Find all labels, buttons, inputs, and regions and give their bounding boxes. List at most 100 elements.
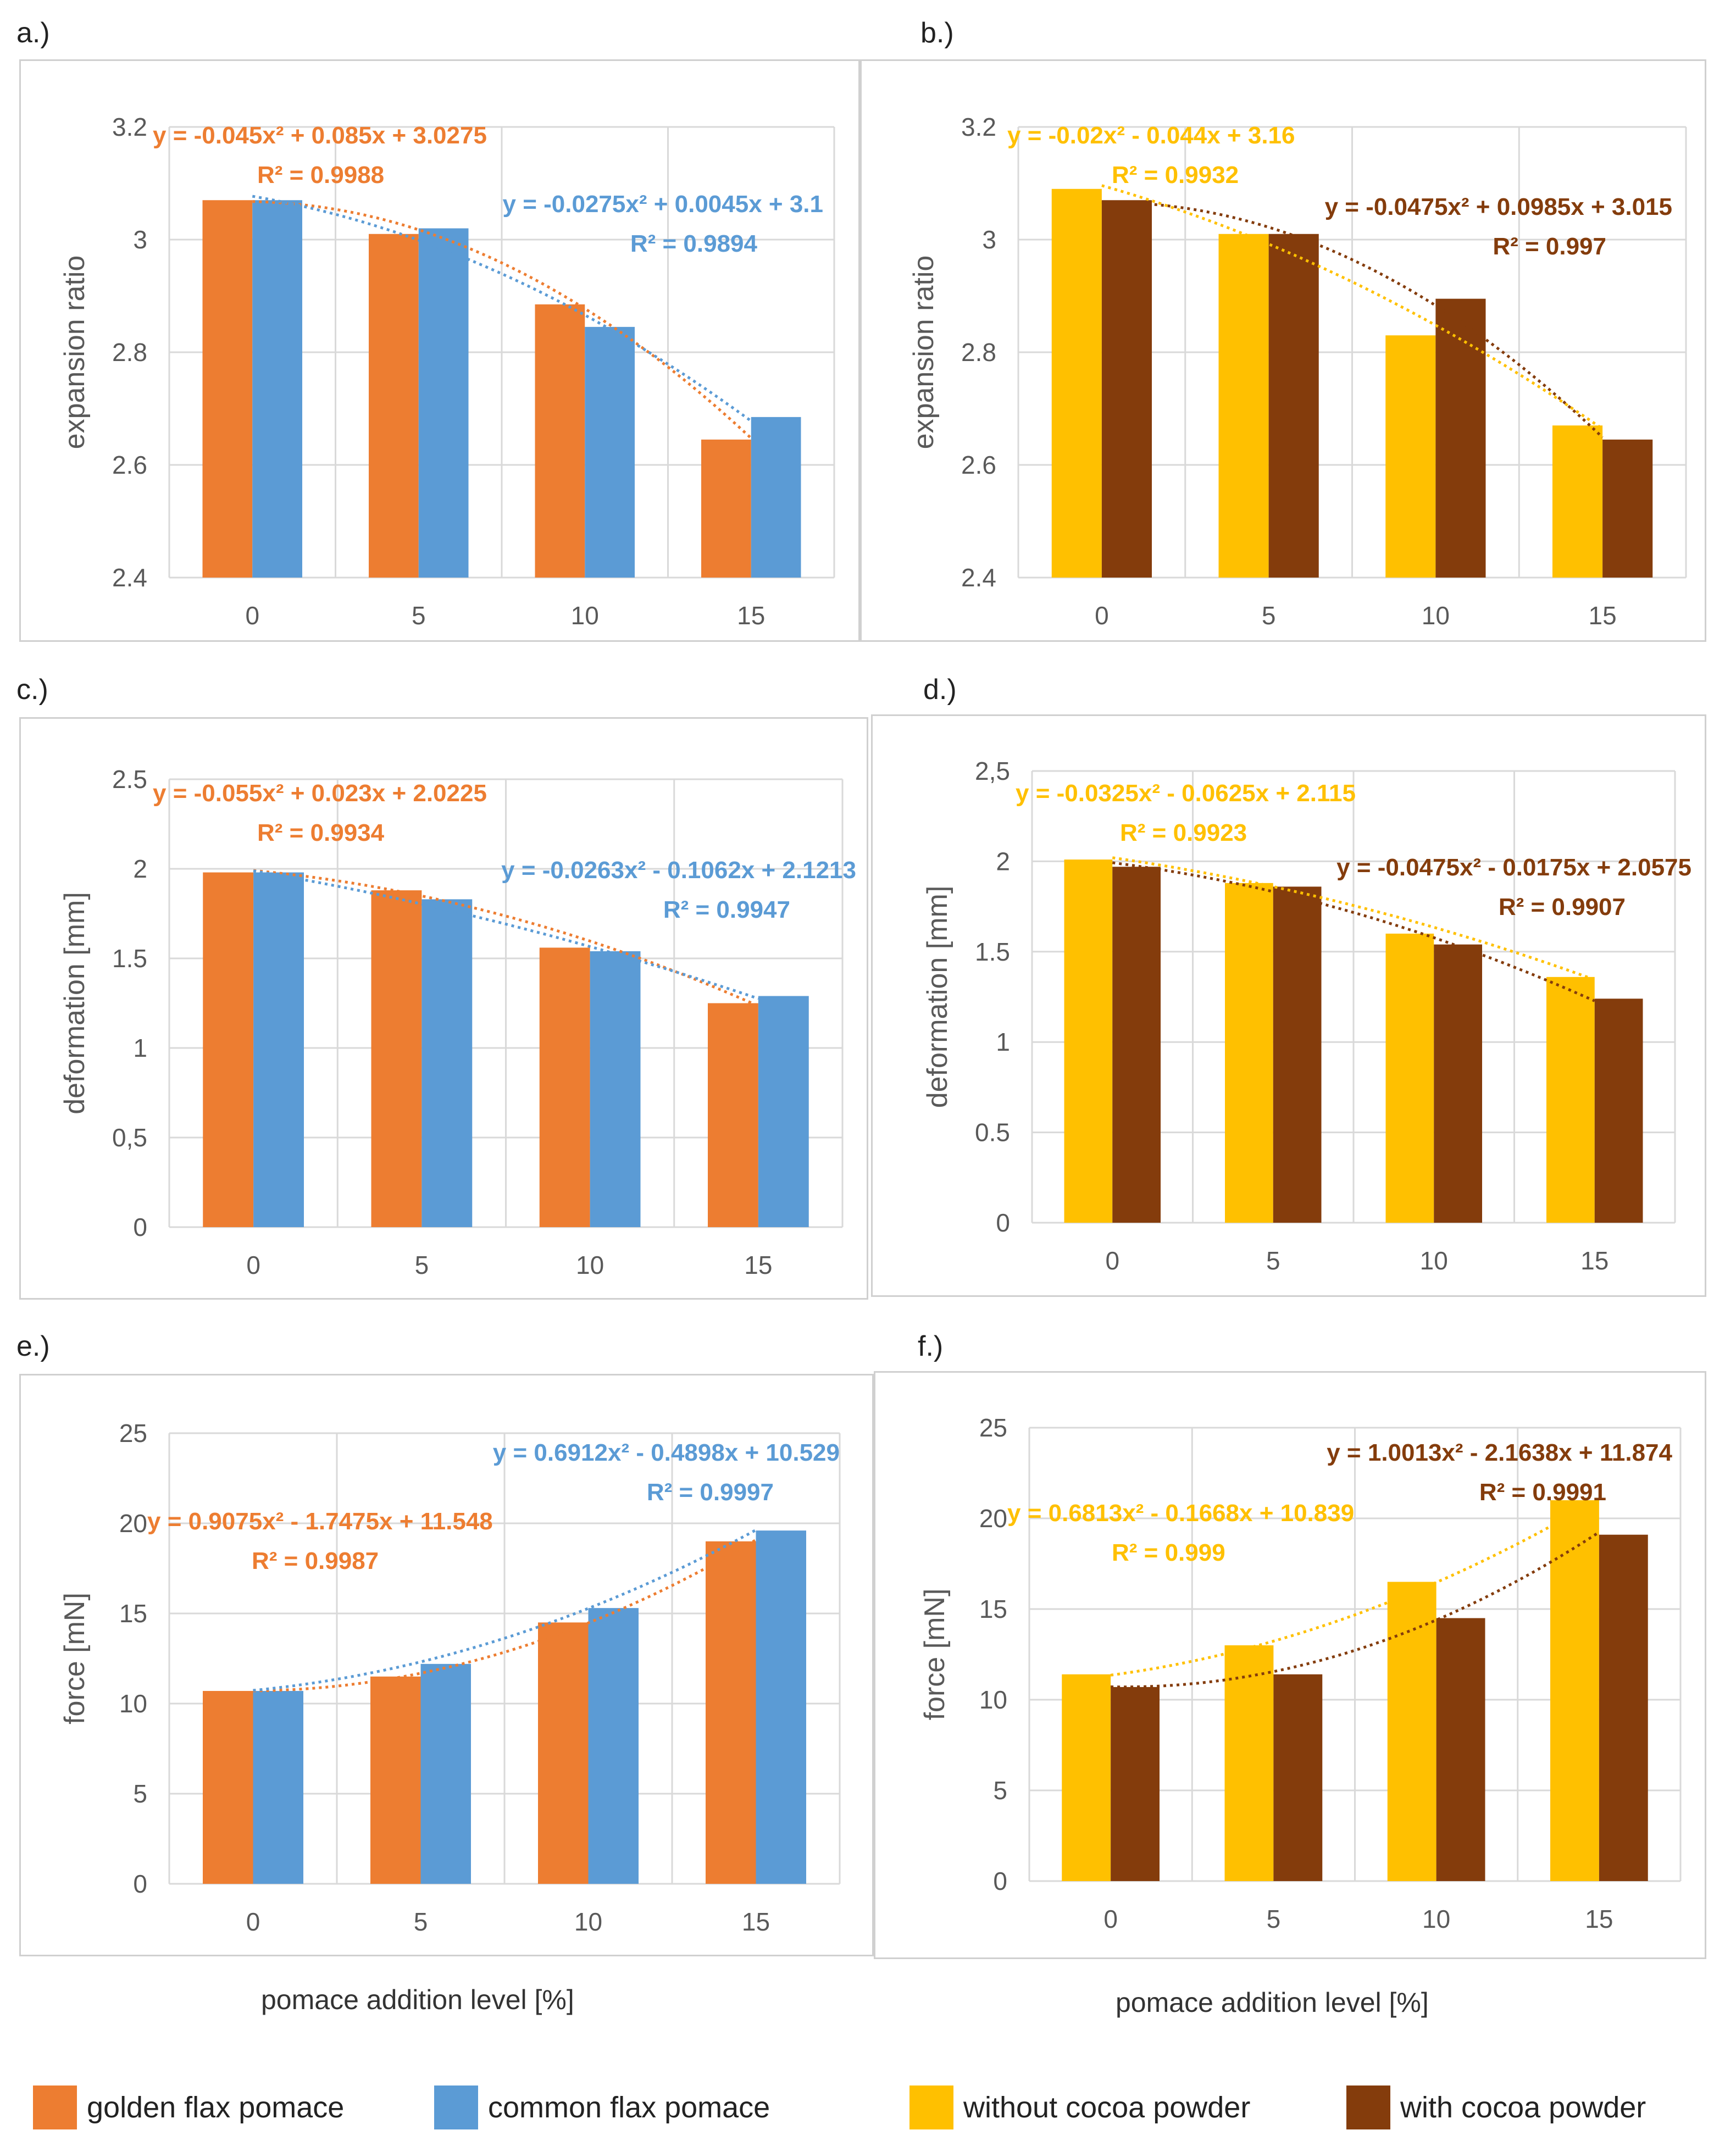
y-tick-label: 5 bbox=[133, 1779, 147, 1808]
bar-without-cocoa-powder-10 bbox=[1385, 933, 1434, 1223]
trendline-r2: R² = 0.9988 bbox=[257, 162, 384, 188]
bar-with-cocoa-powder-5 bbox=[1268, 234, 1319, 578]
bar-with-cocoa-powder-15 bbox=[1594, 999, 1643, 1223]
y-tick-label: 2.8 bbox=[112, 338, 147, 367]
legend-item-with-cocoa: with cocoa powder bbox=[1346, 2085, 1646, 2129]
y-tick-label: 15 bbox=[119, 1599, 147, 1628]
bar-golden-flax-pomace-15 bbox=[701, 439, 751, 578]
bar-without-cocoa-powder-10 bbox=[1385, 335, 1436, 578]
y-tick-label: 1 bbox=[133, 1034, 147, 1062]
bar-golden-flax-pomace-5 bbox=[371, 890, 422, 1227]
x-tick-label: 10 bbox=[1420, 1246, 1448, 1275]
chart-panel-b: 2.4 2.6 2.8 3 3.2 0 5 10 15 expansion ratio y = -0… bbox=[860, 59, 1706, 642]
bar-with-cocoa-powder-5 bbox=[1273, 1674, 1323, 1881]
y-tick-label: 0 bbox=[993, 1867, 1007, 1895]
bar-without-cocoa-powder-10 bbox=[1387, 1582, 1437, 1881]
bar-common-flax-pomace-10 bbox=[585, 326, 635, 578]
bar-with-cocoa-powder-10 bbox=[1435, 298, 1486, 578]
bar-common-flax-pomace-5 bbox=[421, 899, 473, 1227]
trendline-equation: y = -0.055x² + 0.023x + 2.0225 bbox=[153, 780, 487, 807]
panel-label-d: d.) bbox=[923, 674, 957, 706]
y-axis-title: expansion ratio bbox=[908, 256, 940, 450]
y-tick-label: 2,5 bbox=[975, 757, 1010, 785]
bar-common-flax-pomace-10 bbox=[590, 951, 641, 1227]
y-tick-label: 0 bbox=[133, 1213, 147, 1241]
bar-without-cocoa-powder-15 bbox=[1552, 425, 1603, 578]
x-tick-label: 10 bbox=[1422, 1905, 1450, 1933]
y-tick-label: 2 bbox=[996, 847, 1010, 875]
y-tick-label: 20 bbox=[979, 1504, 1007, 1533]
bar-golden-flax-pomace-0 bbox=[202, 200, 253, 578]
trendline-r2: R² = 0.9934 bbox=[257, 819, 385, 846]
bar-common-flax-pomace-0 bbox=[253, 872, 304, 1227]
trendline-equation: y = 1.0013x² - 2.1638x + 11.874 bbox=[1327, 1439, 1672, 1466]
trendline-first bbox=[252, 200, 752, 440]
trendline-r2: R² = 0.9932 bbox=[1112, 162, 1239, 188]
trendline-r2: R² = 0.9997 bbox=[647, 1479, 774, 1506]
y-tick-label: 0.5 bbox=[975, 1118, 1010, 1147]
bar-with-cocoa-powder-0 bbox=[1101, 200, 1152, 578]
bar-common-flax-pomace-10 bbox=[588, 1608, 639, 1884]
trendline-second bbox=[1101, 201, 1604, 439]
x-tick-label: 5 bbox=[1267, 1905, 1281, 1933]
x-tick-label: 5 bbox=[412, 601, 426, 630]
x-axis-title-right: pomace addition level [%] bbox=[1116, 1987, 1429, 2018]
panel-label-b: b.) bbox=[920, 17, 954, 49]
bar-golden-flax-pomace-15 bbox=[706, 1541, 756, 1884]
y-tick-label: 2.6 bbox=[961, 451, 996, 479]
trendline-second bbox=[1111, 1531, 1600, 1689]
x-tick-label: 5 bbox=[414, 1907, 428, 1936]
trendline-first bbox=[1112, 856, 1595, 981]
y-tick-label: 1 bbox=[996, 1028, 1010, 1056]
chart-c-svg: 0 0,5 1 1.5 2 2.5 0 5 10 15 deformation [mm] y = -0… bbox=[59, 765, 856, 1279]
legend-label-golden-flax: golden flax pomace bbox=[87, 2091, 345, 2124]
bar-with-cocoa-powder-0 bbox=[1112, 867, 1161, 1223]
y-axis-title: expansion ratio bbox=[59, 256, 91, 450]
y-tick-label: 3.2 bbox=[112, 113, 147, 141]
chart-a-svg: 2.4 2.6 2.8 3 3.2 0 5 10 15 expansion ratio y = -0… bbox=[59, 113, 835, 630]
bar-golden-flax-pomace-0 bbox=[203, 872, 254, 1227]
bar-with-cocoa-powder-10 bbox=[1436, 1618, 1485, 1881]
y-tick-label: 3 bbox=[982, 225, 996, 254]
y-tick-label: 0,5 bbox=[112, 1123, 147, 1152]
bar-common-flax-pomace-0 bbox=[253, 1691, 303, 1884]
y-tick-label: 5 bbox=[993, 1776, 1007, 1805]
x-tick-label: 0 bbox=[245, 601, 259, 630]
trendline-equation: y = 0.9075x² - 1.7475x + 11.548 bbox=[147, 1508, 493, 1535]
y-tick-label: 2.6 bbox=[112, 451, 147, 479]
y-axis-title: force [mN] bbox=[59, 1593, 91, 1724]
x-tick-label: 10 bbox=[571, 601, 599, 630]
bar-common-flax-pomace-0 bbox=[252, 200, 302, 578]
trendline-r2: R² = 0.999 bbox=[1112, 1539, 1225, 1566]
bar-common-flax-pomace-5 bbox=[420, 1663, 471, 1884]
y-tick-label: 25 bbox=[979, 1413, 1007, 1442]
trendline-first bbox=[1110, 1497, 1600, 1677]
bar-common-flax-pomace-5 bbox=[418, 228, 469, 578]
bar-golden-flax-pomace-10 bbox=[539, 947, 590, 1227]
trendline-equation: y = -0.045x² + 0.085x + 3.0275 bbox=[153, 122, 487, 149]
x-tick-label: 10 bbox=[576, 1251, 604, 1279]
bar-without-cocoa-powder-15 bbox=[1550, 1500, 1599, 1881]
chart-panel-d: 0 0.5 1 1.5 2 2,5 0 5 10 15 deformation [mm] y = -0… bbox=[871, 714, 1706, 1297]
trendline-r2: R² = 0.9923 bbox=[1120, 819, 1247, 846]
trendline-equation: y = -0.0475x² - 0.0175x + 2.0575 bbox=[1336, 854, 1691, 881]
x-tick-label: 15 bbox=[1589, 601, 1617, 630]
bar-with-cocoa-powder-0 bbox=[1111, 1687, 1160, 1881]
x-tick-label: 0 bbox=[1105, 1246, 1119, 1275]
bar-without-cocoa-powder-5 bbox=[1225, 883, 1273, 1223]
y-tick-label: 20 bbox=[119, 1509, 147, 1538]
trendline-r2: R² = 0.9894 bbox=[630, 230, 758, 257]
trendline-equation: y = -0.02x² - 0.044x + 3.16 bbox=[1007, 122, 1295, 149]
trendline-equation: y = -0.0275x² + 0.0045x + 3.1 bbox=[503, 191, 823, 218]
bar-golden-flax-pomace-10 bbox=[535, 304, 585, 578]
bar-golden-flax-pomace-10 bbox=[538, 1622, 589, 1884]
bar-without-cocoa-powder-5 bbox=[1224, 1645, 1274, 1881]
legend-item-common-flax: common flax pomace bbox=[434, 2085, 770, 2129]
trendline-r2: R² = 0.9947 bbox=[663, 896, 790, 923]
y-tick-label: 25 bbox=[119, 1419, 147, 1447]
legend-swatch-golden-flax bbox=[33, 2085, 77, 2129]
bar-with-cocoa-powder-15 bbox=[1599, 1534, 1648, 1881]
trendline-second bbox=[253, 1528, 757, 1692]
chart-panel-e: 0 5 10 15 20 25 0 5 10 15 force [mN] y = 0.9075x² -… bbox=[19, 1374, 874, 1956]
y-axis-title: deformation [mm] bbox=[59, 892, 91, 1114]
